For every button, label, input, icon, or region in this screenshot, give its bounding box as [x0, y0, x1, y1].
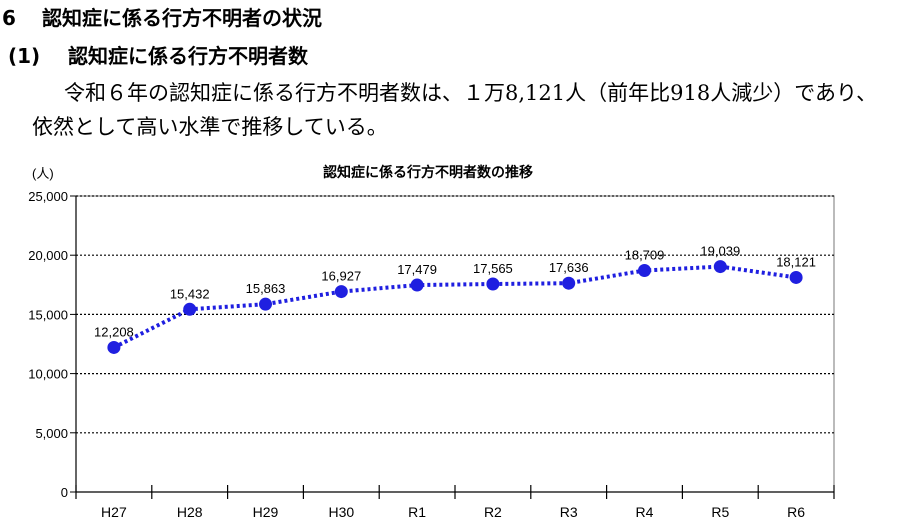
x-tick-label: R4 — [636, 504, 654, 520]
section-heading: 6 認知症に係る行方不明者の状況 — [2, 2, 322, 31]
x-tick-label: R2 — [484, 504, 502, 520]
section-number: 6 — [2, 6, 16, 30]
plot-area — [75, 195, 835, 493]
data-label: 18,121 — [776, 254, 816, 269]
chart-title: 認知症に係る行方不明者数の推移 — [323, 164, 533, 180]
x-tick-label: H30 — [328, 504, 354, 520]
x-tick-label: R5 — [711, 504, 729, 520]
data-point — [259, 297, 272, 311]
data-point — [638, 263, 651, 277]
y-tick-label: 10,000 — [28, 367, 68, 382]
summary-paragraph: 令和６年の認知症に係る行方不明者数は、１万8,121人（前年比918人減少）であ… — [32, 81, 878, 139]
series-line — [113, 264, 797, 350]
y-tick-label: 5,000 — [35, 426, 68, 441]
data-label: 17,636 — [549, 260, 589, 275]
subsection-number: (1) — [8, 44, 41, 68]
data-point — [562, 276, 576, 290]
data-label: 15,432 — [170, 286, 210, 301]
y-tick-label: 0 — [61, 485, 68, 500]
y-tick-label: 15,000 — [28, 307, 68, 322]
data-label: 12,208 — [94, 324, 134, 339]
data-point — [334, 285, 348, 299]
data-point — [486, 277, 500, 291]
section-title: 認知症に係る行方不明者の状況 — [42, 6, 322, 30]
x-tick-label: R3 — [560, 504, 578, 520]
data-point — [410, 278, 424, 292]
data-label: 19,039 — [700, 244, 740, 259]
y-axis-label: (人) — [32, 166, 54, 181]
y-tick-label: 20,000 — [28, 248, 68, 263]
subsection-heading: (1) 認知症に係る行方不明者数 — [8, 40, 308, 69]
subsection-title: 認知症に係る行方不明者数 — [68, 44, 308, 68]
data-label: 17,565 — [473, 261, 513, 276]
data-point — [789, 270, 803, 284]
data-point — [183, 302, 197, 316]
data-label: 17,479 — [397, 262, 437, 277]
x-tick-label: H29 — [253, 504, 279, 520]
x-tick-label: H28 — [177, 504, 203, 520]
x-tick-label: H27 — [101, 504, 127, 520]
data-point — [713, 260, 727, 274]
data-point — [107, 340, 121, 354]
y-tick-label: 25,000 — [28, 189, 68, 204]
x-tick-label: R1 — [408, 504, 426, 520]
data-label: 16,927 — [321, 269, 361, 284]
data-label: 15,863 — [246, 281, 286, 296]
data-label: 18,709 — [625, 247, 665, 262]
x-tick-label: R6 — [787, 504, 805, 520]
